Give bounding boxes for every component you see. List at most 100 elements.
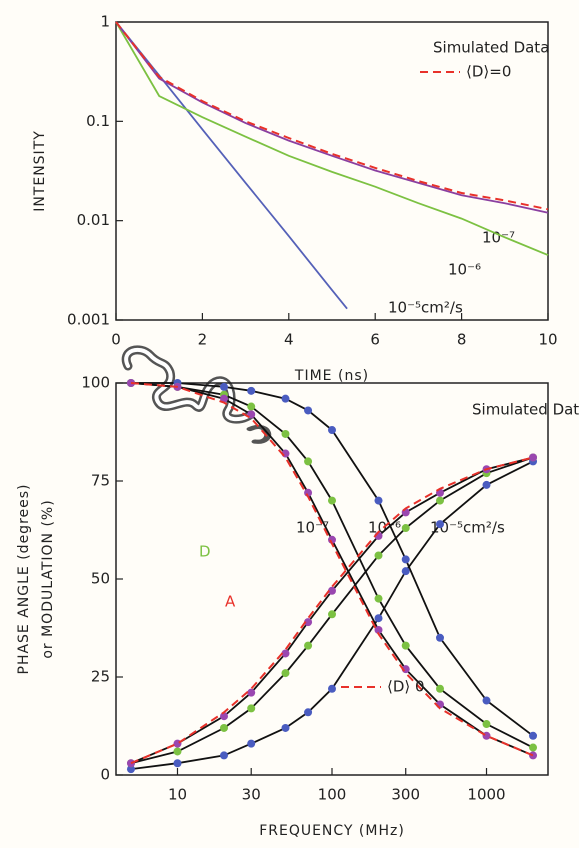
y-axis-label: or MODULATION (%) [40,499,56,658]
data-point [220,712,228,721]
y-tick-label: 25 [91,668,110,686]
data-point [436,684,444,693]
data-point [401,555,410,564]
data-point [173,759,182,768]
annotation: D [199,543,211,561]
y-axis-label: INTENSITY [32,130,48,212]
data-point [220,751,228,760]
y-tick-label: 0.1 [86,112,110,130]
data-point [281,669,290,678]
data-point [436,633,444,642]
series-line [131,382,534,737]
data-point [173,747,182,756]
series-line [115,21,549,256]
x-tick-label: 300 [391,786,420,804]
y-tick-label: 100 [81,374,110,392]
x-tick-label: 10 [168,786,187,804]
data-point [401,524,410,533]
data-point [126,759,135,768]
plot-frame [115,382,549,776]
series-line [115,21,549,214]
series-line [115,21,549,211]
data-point [220,382,228,391]
data-point [529,751,538,760]
annotation: 10⁻⁶ [448,261,481,279]
x-tick-label: 4 [284,331,294,349]
y-tick-label: 50 [91,570,110,588]
data-point [220,394,228,403]
y-tick-label: 0 [100,766,110,784]
data-point [247,739,256,748]
data-point [281,429,290,438]
data-point [374,496,383,505]
data-point [328,684,336,693]
data-point [529,731,538,740]
x-axis-label: TIME (ns) [294,368,369,384]
x-axis-label: FREQUENCY (MHz) [259,823,405,839]
y-tick-label: 75 [91,472,110,490]
data-point [328,496,336,505]
data-point [401,641,410,650]
data-point [247,386,256,395]
data-point [482,480,491,489]
series-line [130,456,534,765]
data-point [328,426,336,435]
data-point [482,720,491,729]
annotation: 10⁻⁵cm²/s [388,299,463,317]
data-point [529,743,538,752]
data-point [126,379,135,387]
data-point [328,610,336,619]
series-line [130,382,534,757]
x-tick-label: 8 [457,331,467,349]
data-point [401,567,410,576]
x-tick-label: 0 [111,331,121,349]
polymer-icon [121,345,272,444]
annotation: 10⁻⁷ [296,519,329,537]
series-line [130,382,534,757]
plot-frame [115,21,549,321]
data-point [304,641,313,650]
data-point [281,649,290,658]
y-tick-label: 1 [100,13,110,31]
data-point [304,708,313,717]
y-axis-label: PHASE ANGLE (degrees) [16,483,32,674]
data-point [281,394,290,403]
series-line [130,460,534,770]
x-tick-label: 2 [198,331,208,349]
x-tick-label: 30 [242,786,261,804]
legend-label: ⟨D⟩ 0 [387,678,425,696]
data-point [328,586,336,595]
data-point [436,496,444,505]
data-point [436,520,444,529]
data-point [247,704,256,713]
data-point [281,723,290,732]
series-line [130,456,534,765]
annotation: Simulated Data [433,39,549,57]
annotation: Simulated Data [472,401,579,419]
annotation: 10⁻⁷ [482,229,515,247]
data-point [304,618,313,627]
data-point [304,406,313,415]
series-line [130,456,534,765]
data-point [126,765,135,774]
y-tick-label: 0.001 [67,311,110,329]
data-point [529,453,538,462]
data-point [374,625,383,634]
x-tick-label: 100 [318,786,347,804]
x-tick-label: 1000 [467,786,505,804]
data-point [374,614,383,623]
annotation: A [225,593,236,611]
data-point [482,696,491,705]
data-point [220,723,228,732]
x-tick-label: 10 [538,331,557,349]
data-point [374,551,383,560]
x-tick-label: 6 [370,331,380,349]
data-point [247,688,256,697]
series-line [130,382,534,749]
data-point [374,594,383,603]
data-point [247,402,256,411]
y-tick-label: 0.01 [77,211,110,229]
legend-label: ⟨D⟩=0 [466,63,511,81]
annotation: 10⁻⁵cm²/s [430,519,505,537]
